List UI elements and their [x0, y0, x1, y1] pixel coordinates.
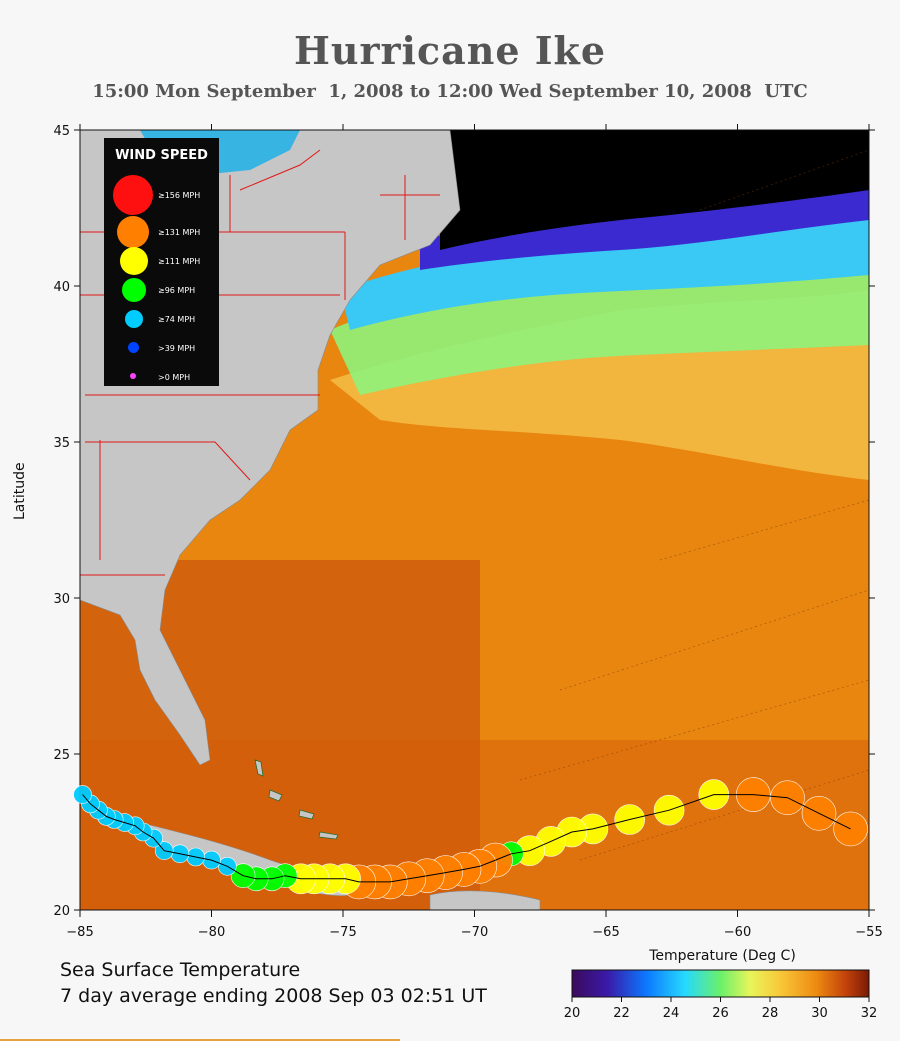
colorbar-tick-label: 32 [861, 1006, 878, 1021]
x-tick-label: −55 [855, 925, 882, 940]
colorbar-ticks: 20 22 24 26 28 30 32 [564, 997, 878, 1021]
ocean-hot-caribbean [80, 740, 869, 910]
legend-swatch-96 [122, 278, 146, 302]
y-tick-label: 30 [53, 592, 70, 607]
legend-label-156: ≥156 MPH [158, 191, 201, 200]
legend-item-96: ≥96 MPH [104, 278, 219, 302]
legend-item-156: ≥156 MPH [104, 175, 219, 215]
land-bahamas [254, 759, 339, 840]
legend-label-74: ≥74 MPH [158, 315, 196, 324]
caption-line-1: Sea Surface Temperature [60, 959, 301, 981]
y-tick-label: 40 [53, 280, 70, 295]
x-tick-label: −60 [724, 925, 751, 940]
caption-line-2: 7 day average ending 2008 Sep 03 02:51 U… [60, 985, 487, 1007]
legend-swatch-111 [120, 247, 148, 275]
wind-speed-legend: WIND SPEED ≥156 MPH ≥131 MPH ≥111 MPH ≥9… [104, 138, 219, 386]
colorbar-tick-label: 26 [712, 1006, 729, 1021]
y-axis: 20 25 30 35 40 45 [53, 124, 875, 919]
y-tick-label: 25 [53, 748, 70, 763]
map-title: Hurricane Ike [293, 28, 607, 73]
legend-item-0: >0 MPH [104, 365, 219, 385]
x-tick-label: −70 [461, 925, 488, 940]
orbit-lines [519, 149, 869, 861]
colorbar-tick-label: 22 [613, 1006, 630, 1021]
legend-label-0: >0 MPH [158, 373, 191, 382]
y-axis-label: Latitude [12, 462, 28, 520]
legend-label-39: >39 MPH [158, 344, 196, 353]
colorbar-tick-label: 20 [564, 1006, 581, 1021]
legend-swatch-39 [128, 342, 139, 353]
x-tick-label: −85 [66, 925, 93, 940]
land-hispaniola [429, 890, 541, 910]
track-line [82, 794, 851, 883]
caption: Sea Surface Temperature 7 day average en… [60, 957, 487, 1009]
legend-label-131: ≥131 MPH [158, 228, 201, 237]
x-tick-label: −75 [329, 925, 356, 940]
colorbar [571, 969, 870, 998]
legend-title: WIND SPEED [115, 148, 208, 163]
x-tick-label: −80 [198, 925, 225, 940]
legend-item-111: ≥111 MPH [104, 247, 219, 275]
y-tick-label: 35 [53, 436, 70, 451]
x-tick-label: −65 [592, 925, 619, 940]
ocean-no-data [440, 130, 869, 250]
map-subtitle: 15:00 Mon September 1, 2008 to 12:00 Wed… [92, 81, 808, 102]
legend-item-131: ≥131 MPH [104, 216, 219, 248]
legend-swatch-156 [113, 175, 153, 215]
colorbar-tick-label: 30 [811, 1006, 828, 1021]
y-tick-label: 20 [53, 904, 70, 919]
x-axis: −85 −80 −75 −70 −65 −60 −55 [66, 124, 883, 940]
colorbar-label: Temperature (Deg C) [649, 948, 796, 964]
colorbar-tick-label: 24 [663, 1006, 680, 1021]
legend-item-39: >39 MPH [104, 336, 219, 356]
legend-label-96: ≥96 MPH [158, 286, 196, 295]
legend-label-111: ≥111 MPH [158, 257, 201, 266]
hurricane-track [73, 777, 868, 900]
legend-item-74: ≥74 MPH [104, 307, 219, 328]
legend-swatch-74 [125, 310, 143, 328]
colorbar-tick-label: 28 [762, 1006, 779, 1021]
y-tick-label: 45 [53, 124, 70, 139]
legend-swatch-131 [117, 216, 149, 248]
legend-swatch-0 [130, 373, 136, 379]
